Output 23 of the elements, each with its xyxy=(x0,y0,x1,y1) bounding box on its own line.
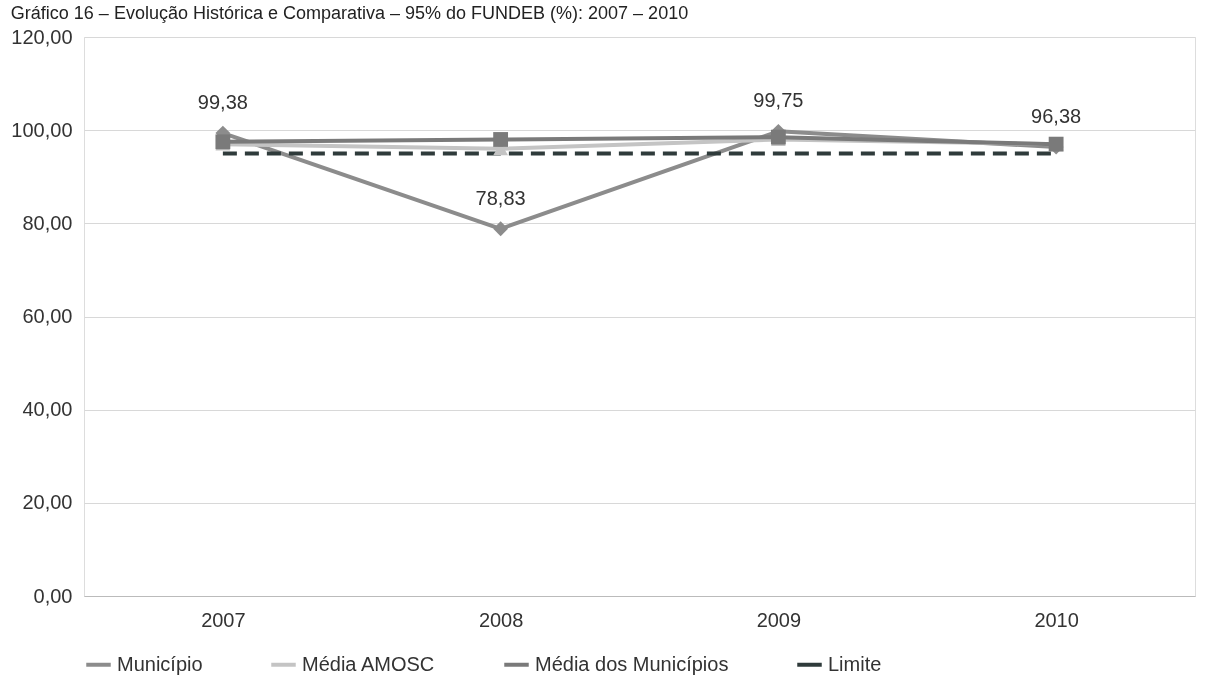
data-label: 99,75 xyxy=(753,89,804,112)
y-tick-label: 20,00 xyxy=(22,491,73,514)
point xyxy=(493,132,509,147)
legend-label: Limite xyxy=(828,652,882,675)
chart-title: Gráfico 16 – Evolução Histórica e Comparativa – 95% do FUNDEB (%): 2007 – 2010 xyxy=(10,3,689,23)
legend-label: Média dos Municípios xyxy=(535,652,729,675)
data-label: 99,38 xyxy=(197,91,248,114)
point xyxy=(770,129,786,145)
x-tick-label: 2009 xyxy=(756,608,802,631)
legend-label: Média AMOSC xyxy=(302,652,435,675)
y-tick-label: 0,00 xyxy=(33,584,73,607)
data-label: 96,38 xyxy=(1031,105,1082,128)
point xyxy=(493,221,509,237)
y-tick-label: 40,00 xyxy=(22,398,73,421)
x-tick-label: 2007 xyxy=(201,608,246,631)
legend-label: Município xyxy=(117,652,203,675)
y-tick-label: 60,00 xyxy=(22,305,73,327)
x-tick-label: 2010 xyxy=(1034,608,1079,631)
y-tick-label: 120,00 xyxy=(11,25,73,48)
data-label: 78,83 xyxy=(475,186,526,209)
y-tick-label: 80,00 xyxy=(22,211,73,234)
x-tick-label: 2008 xyxy=(478,608,524,631)
y-tick-label: 100,00 xyxy=(11,118,73,141)
